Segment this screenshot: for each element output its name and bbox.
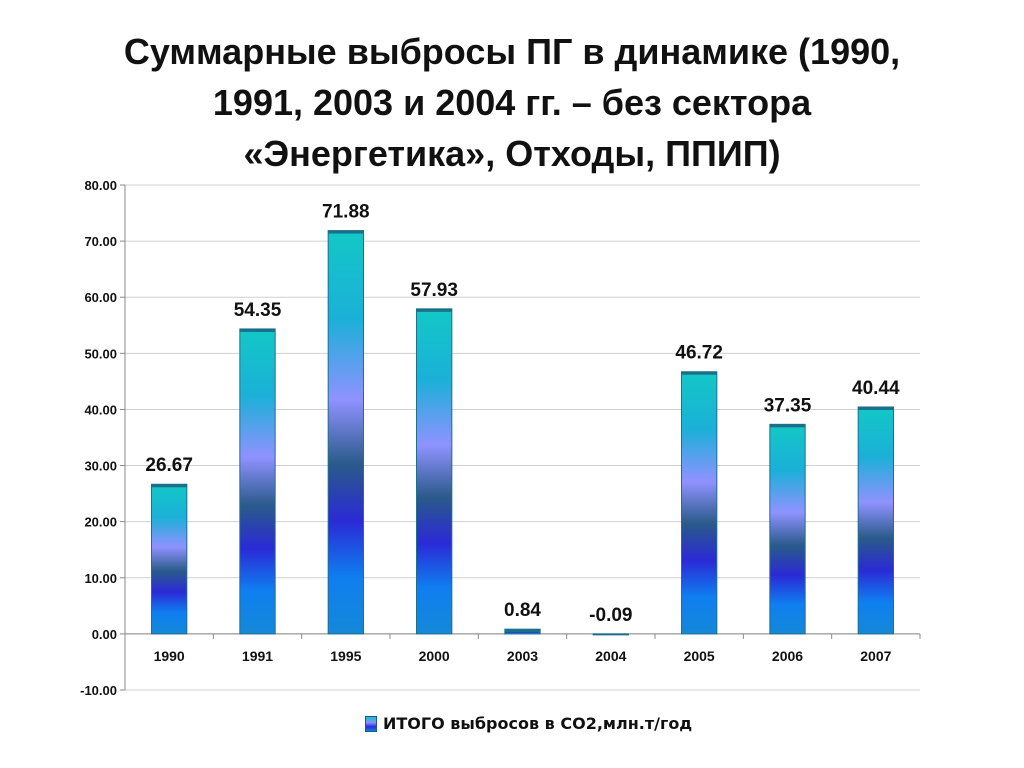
x-tick-label: 1990 xyxy=(154,648,185,664)
bar-1995 xyxy=(327,230,364,635)
bar-cap xyxy=(239,328,276,332)
bar-1991 xyxy=(239,328,276,635)
y-tick-label: 80.00 xyxy=(84,178,117,193)
bars xyxy=(151,230,895,636)
y-tick-label: 30.00 xyxy=(84,459,117,474)
x-tick-label: 2006 xyxy=(772,648,803,664)
bar-cap xyxy=(769,424,806,428)
bar-cap xyxy=(504,629,541,633)
x-tick-label: 1995 xyxy=(330,648,361,664)
y-tick-label: 50.00 xyxy=(84,346,117,361)
data-label: 57.93 xyxy=(410,280,458,301)
title-line-3: «Энергетика», Отходы, ППИП) xyxy=(243,133,781,174)
x-tick-label: 2000 xyxy=(419,648,450,664)
bar-2007 xyxy=(857,406,895,635)
x-tick-label: 2005 xyxy=(684,648,715,664)
y-tick-label: 70.00 xyxy=(84,234,117,249)
x-tick-label: 1991 xyxy=(242,648,273,664)
x-tick-label: 2003 xyxy=(507,648,538,664)
y-tick-label: 60.00 xyxy=(84,290,117,305)
bar-cap xyxy=(858,406,894,410)
x-tick-label: 2004 xyxy=(595,648,626,664)
data-label: -0.09 xyxy=(589,605,632,626)
legend-label: ИТОГО выбросов в СО2,млн.т/год xyxy=(383,714,693,733)
chart-title: Суммарные выбросы ПГ в динамике (1990, 1… xyxy=(40,26,984,179)
title-line-2: 1991, 2003 и 2004 гг. – без сектора xyxy=(212,82,812,123)
data-label: 37.35 xyxy=(764,395,812,416)
data-labels: 1990 26.67 1991 54.35 1995 71.88 2000 57.93 2003… xyxy=(145,202,900,664)
x-tick-label: 2007 xyxy=(860,648,891,664)
bar-cap xyxy=(328,230,364,234)
bar-2006 xyxy=(769,423,806,635)
bar-cap xyxy=(593,633,629,635)
data-label: 40.44 xyxy=(852,378,900,399)
legend: ИТОГО выбросов в СО2,млн.т/год xyxy=(365,714,692,733)
bar-2000 xyxy=(416,308,453,635)
legend-swatch xyxy=(365,715,377,732)
y-tick-label: 20.00 xyxy=(84,515,117,530)
data-label: 46.72 xyxy=(675,343,723,364)
data-label: 0.84 xyxy=(504,600,541,621)
data-label: 26.67 xyxy=(145,455,193,476)
data-label: 54.35 xyxy=(234,300,282,321)
y-tick-label: -10.00 xyxy=(80,683,117,698)
title-line-1: Суммарные выбросы ПГ в динамике (1990, xyxy=(123,31,901,72)
y-tick-label: 0.00 xyxy=(92,627,117,642)
bar-cap xyxy=(416,308,452,312)
y-tick-label: 40.00 xyxy=(84,402,117,417)
bar-2005 xyxy=(681,371,718,635)
y-tick-label: 10.00 xyxy=(84,571,117,586)
data-label: 71.88 xyxy=(322,202,370,223)
bar-cap xyxy=(681,371,717,375)
bar-cap xyxy=(151,484,187,488)
bar-1990 xyxy=(151,483,188,635)
